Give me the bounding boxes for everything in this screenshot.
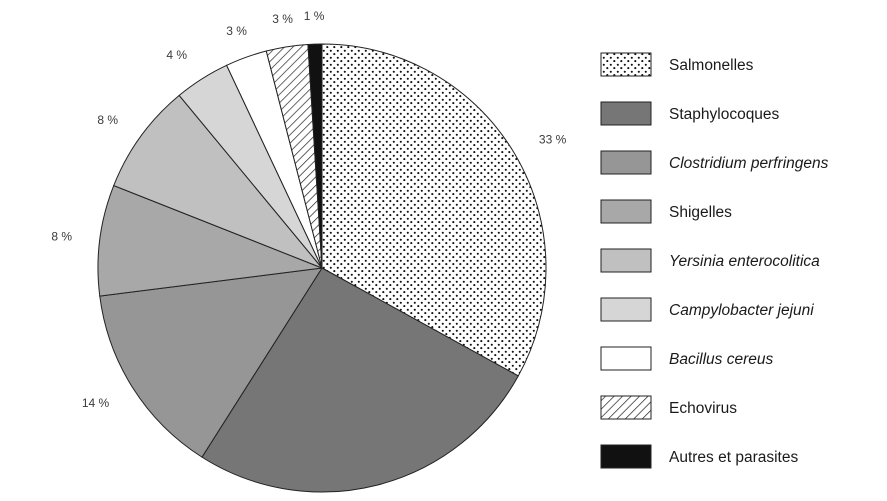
legend-label-campylobacter-jejuni: Campylobacter jejuni (669, 302, 814, 319)
legend-item-echovirus: Echovirus (600, 395, 737, 420)
legend-swatch-echovirus (600, 395, 652, 420)
legend-swatch-campylobacter-jejuni (600, 297, 652, 322)
legend-label-bacillus-cereus: Bacillus cereus (669, 351, 773, 368)
legend-item-campylobacter-jejuni: Campylobacter jejuni (600, 297, 814, 322)
slice-label-salmonelles: 33 % (539, 133, 567, 147)
slice-label-echovirus: 3 % (272, 12, 293, 26)
legend-item-autres-et-parasites: Autres et parasites (600, 444, 798, 469)
legend-label-autres-et-parasites: Autres et parasites (669, 449, 798, 466)
legend-item-yersinia-enterocolitica: Yersinia enterocolitica (600, 248, 820, 273)
slice-label-autres-et-parasites: 1 % (304, 9, 325, 23)
legend-label-yersinia-enterocolitica: Yersinia enterocolitica (669, 253, 820, 270)
legend-label-clostridium-perfringens: Clostridium perfringens (669, 155, 829, 172)
legend-label-shigelles: Shigelles (669, 204, 732, 221)
pie-slice-shigelles (97, 184, 323, 297)
slice-label-clostridium-perfringens: 14 % (82, 396, 110, 410)
legend-label-staphylocoques: Staphylocoques (669, 106, 780, 123)
legend-item-bacillus-cereus: Bacillus cereus (600, 346, 773, 371)
slice-labels: 33 %26 %14 %8 %8 %4 %3 %3 %1 % (51, 9, 567, 410)
legend-swatch-staphylocoques (600, 101, 652, 126)
slice-label-shigelles: 8 % (51, 229, 72, 243)
legend-swatch-salmonelles (600, 52, 652, 77)
legend-swatch-shigelles (600, 199, 652, 224)
pie-slice-salmonelles (321, 43, 547, 377)
pie-slices (97, 43, 547, 493)
slice-label-yersinia-enterocolitica: 8 % (97, 113, 118, 127)
slice-label-campylobacter-jejuni: 4 % (166, 48, 187, 62)
legend-item-staphylocoques: Staphylocoques (600, 101, 780, 126)
slice-label-bacillus-cereus: 3 % (226, 24, 247, 38)
legend-swatch-autres-et-parasites (600, 444, 652, 469)
pie-slice-yersinia-enterocolitica (113, 94, 323, 269)
legend-item-clostridium-perfringens: Clostridium perfringens (600, 150, 829, 175)
legend-label-echovirus: Echovirus (669, 400, 737, 417)
legend-swatch-yersinia-enterocolitica (600, 248, 652, 273)
legend-item-salmonelles: Salmonelles (600, 52, 754, 77)
pie-slice-staphylocoques (201, 267, 519, 493)
legend-item-shigelles: Shigelles (600, 199, 732, 224)
legend-swatch-clostridium-perfringens (600, 150, 652, 175)
pie-slice-autres-et-parasites (307, 43, 323, 269)
legend: Salmonelles Staphylocoques Clostridium per… (600, 52, 829, 469)
legend-swatch-bacillus-cereus (600, 346, 652, 371)
pie-slice-clostridium-perfringens (99, 267, 323, 458)
legend-label-salmonelles: Salmonelles (669, 57, 754, 74)
